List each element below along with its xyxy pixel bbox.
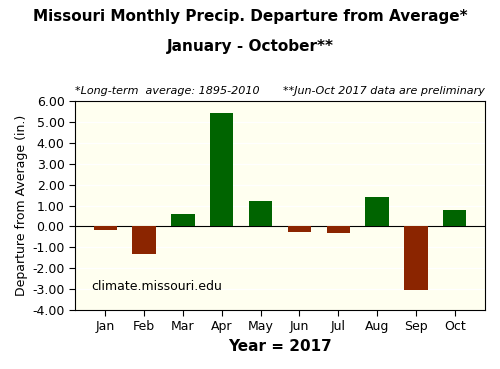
Bar [326, 227, 350, 233]
Bar [172, 214, 194, 227]
Text: Missouri Monthly Precip. Departure from Average*: Missouri Monthly Precip. Departure from … [32, 9, 468, 24]
Text: climate.missouri.edu: climate.missouri.edu [92, 280, 222, 293]
Bar [249, 201, 272, 227]
Bar [404, 227, 427, 290]
Bar [132, 227, 156, 254]
Bar [94, 227, 117, 230]
Y-axis label: Departure from Average (in.): Departure from Average (in.) [15, 115, 28, 296]
Bar [366, 197, 388, 227]
Text: *Long-term  average: 1895-2010: *Long-term average: 1895-2010 [75, 86, 260, 96]
Bar [443, 210, 466, 227]
X-axis label: Year = 2017: Year = 2017 [228, 339, 332, 354]
Text: **Jun-Oct 2017 data are preliminary: **Jun-Oct 2017 data are preliminary [283, 86, 485, 96]
Bar [210, 113, 234, 227]
Text: January - October**: January - October** [166, 39, 334, 54]
Bar [288, 227, 311, 232]
